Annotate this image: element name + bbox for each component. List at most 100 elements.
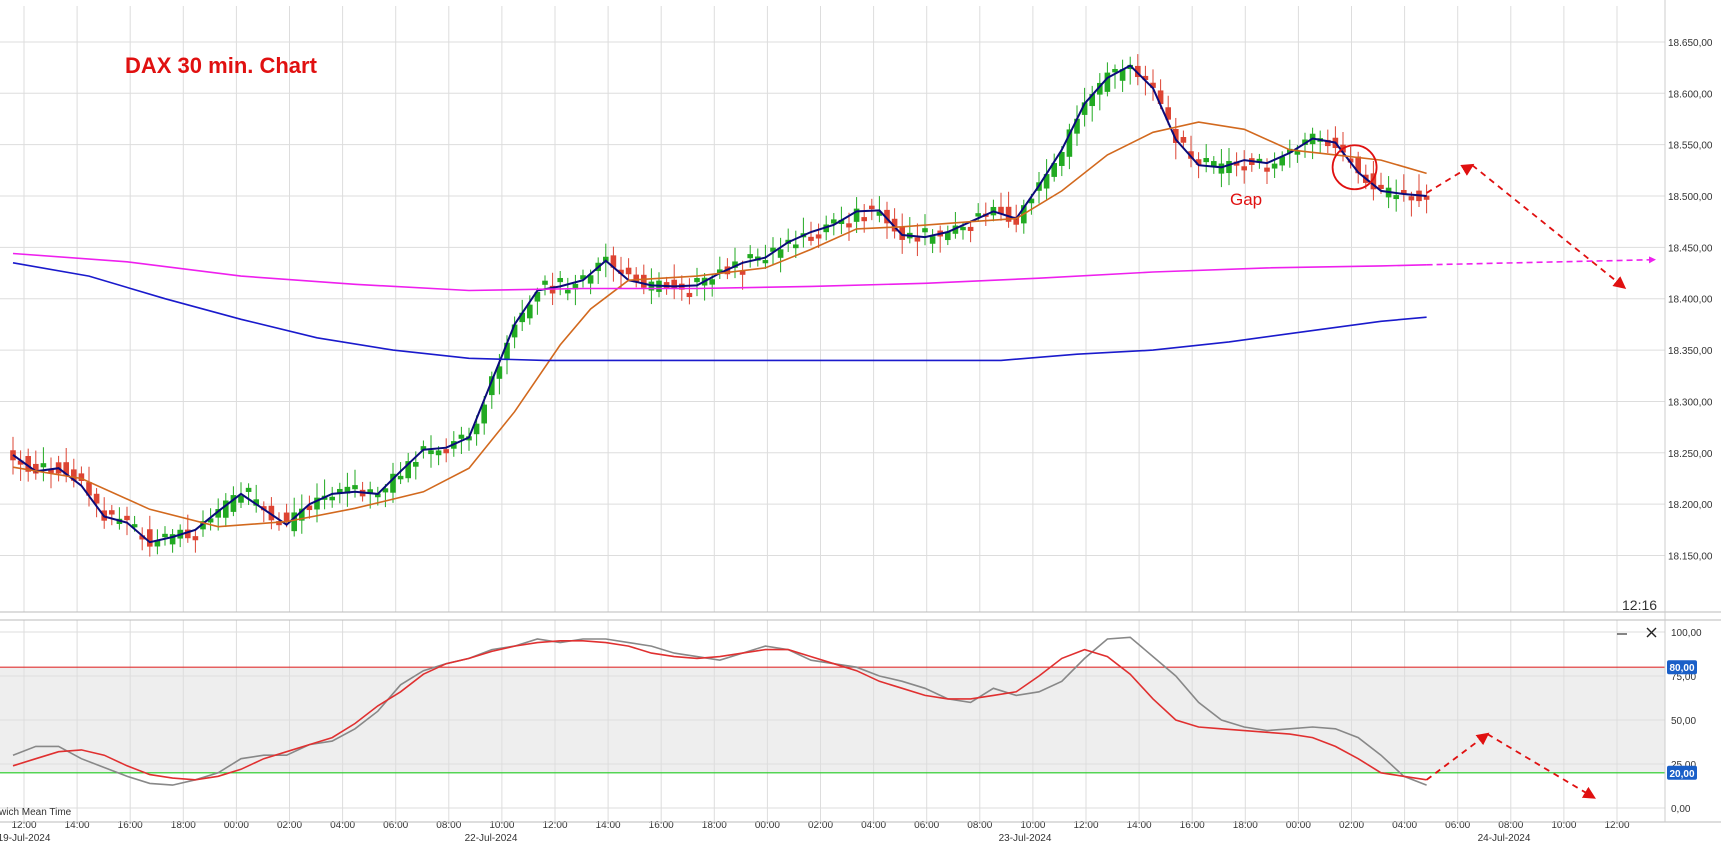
x-tick-label: 04:00 xyxy=(330,820,355,831)
x-date-label: 22-Jul-2024 xyxy=(465,833,518,844)
candle-body xyxy=(633,274,639,283)
candle-body xyxy=(846,223,852,228)
candle-body xyxy=(1059,152,1065,166)
candle-body xyxy=(382,488,389,493)
candle-body xyxy=(899,226,905,240)
candle-body xyxy=(511,324,518,338)
candle-body xyxy=(1089,94,1095,107)
candle-body xyxy=(1294,151,1301,155)
candle-body xyxy=(891,218,898,232)
x-tick-label: 12:00 xyxy=(1604,820,1629,831)
y-tick-label: 18.300,00 xyxy=(1668,397,1713,408)
candle-body xyxy=(481,404,487,424)
candle-body xyxy=(534,291,541,302)
candle-body xyxy=(686,292,693,298)
candle-body xyxy=(1074,118,1080,134)
candle-body xyxy=(1393,195,1399,200)
candle-body xyxy=(694,278,700,283)
candle-body xyxy=(397,475,404,480)
candle-body xyxy=(352,485,358,490)
candle-body xyxy=(48,469,54,473)
y-tick-label: 18.450,00 xyxy=(1668,243,1713,254)
x-tick-label: 12:00 xyxy=(542,820,567,831)
x-tick-label: 02:00 xyxy=(277,820,302,831)
y-tick-label: 18.500,00 xyxy=(1668,192,1713,203)
candle-body xyxy=(192,536,199,541)
x-tick-label: 14:00 xyxy=(596,820,621,831)
candle-body xyxy=(1157,90,1164,105)
y-tick-label: 0,00 xyxy=(1671,804,1691,815)
candle-body xyxy=(86,482,92,496)
candle-body xyxy=(527,304,533,319)
candle-body xyxy=(40,463,47,468)
candle-body xyxy=(1218,163,1225,174)
ma-projection-arrow xyxy=(1648,256,1656,264)
candle-body xyxy=(967,226,974,232)
candle-body xyxy=(770,247,776,252)
moving-averages xyxy=(12,64,1655,544)
y-tick-label: 25,00 xyxy=(1671,760,1696,771)
candle-body xyxy=(565,289,571,294)
candle-body xyxy=(291,512,297,532)
candle-body xyxy=(960,226,966,231)
x-tick-label: 08:00 xyxy=(436,820,461,831)
candle-body xyxy=(853,208,860,222)
candle-body xyxy=(1081,102,1088,115)
candle-body xyxy=(1051,163,1057,177)
y-tick-label: 100,00 xyxy=(1671,628,1702,639)
candle-body xyxy=(71,469,77,481)
x-tick-label: 12:00 xyxy=(1073,820,1098,831)
candle-body xyxy=(147,529,153,547)
candle-body xyxy=(276,521,282,526)
candle-body xyxy=(1005,206,1012,222)
x-tick-label: 08:00 xyxy=(967,820,992,831)
candle-body xyxy=(25,456,31,472)
candle-body xyxy=(572,283,579,290)
candle-body xyxy=(1241,166,1247,171)
x-tick-label: 10:00 xyxy=(1551,820,1576,831)
candle-body xyxy=(641,274,647,288)
oscillator-projection-arrow xyxy=(1486,733,1596,799)
x-date-label: 23-Jul-2024 xyxy=(999,833,1052,844)
x-tick-label: 00:00 xyxy=(755,820,780,831)
candle-body xyxy=(1226,161,1232,174)
candle-body xyxy=(420,446,427,451)
candle-body xyxy=(625,267,632,275)
candle-body xyxy=(1279,156,1285,166)
grid-main xyxy=(0,6,1665,612)
candle-body xyxy=(169,534,176,545)
x-tick-label: 16:00 xyxy=(1180,820,1205,831)
candle-body xyxy=(413,461,419,467)
x-tick-label: 10:00 xyxy=(1020,820,1045,831)
chart-title: DAX 30 min. Chart xyxy=(125,53,318,78)
candle-body xyxy=(109,510,115,515)
x-date-label: 19-Jul-2024 xyxy=(0,833,51,844)
gap-circle xyxy=(1331,144,1378,191)
candle-body xyxy=(1028,198,1035,204)
candle-body xyxy=(1378,184,1384,189)
x-tick-label: 18:00 xyxy=(171,820,196,831)
close-icon[interactable] xyxy=(1646,627,1657,638)
candle-body xyxy=(306,505,313,511)
candle-body xyxy=(922,228,928,233)
candle-body xyxy=(777,249,784,258)
candle-body xyxy=(1142,75,1149,81)
candle-body xyxy=(808,236,814,241)
x-tick-label: 14:00 xyxy=(65,820,90,831)
oscillator-line xyxy=(12,636,1427,786)
candle-body xyxy=(929,236,936,244)
candle-body xyxy=(428,450,434,455)
y-tick-label: 18.350,00 xyxy=(1668,346,1713,357)
candle-body xyxy=(253,499,259,506)
candle-body xyxy=(945,232,951,241)
candle-body xyxy=(390,473,396,493)
candle-body xyxy=(329,496,335,501)
candle-body xyxy=(884,209,890,224)
x-tick-label: 00:00 xyxy=(224,820,249,831)
candle-body xyxy=(1112,68,1118,73)
candle-body xyxy=(63,462,69,475)
timezone-label: wich Mean Time xyxy=(0,807,72,818)
x-tick-label: 08:00 xyxy=(1498,820,1523,831)
y-tick-label: 18.550,00 xyxy=(1668,141,1713,152)
candle-body xyxy=(1180,137,1187,143)
